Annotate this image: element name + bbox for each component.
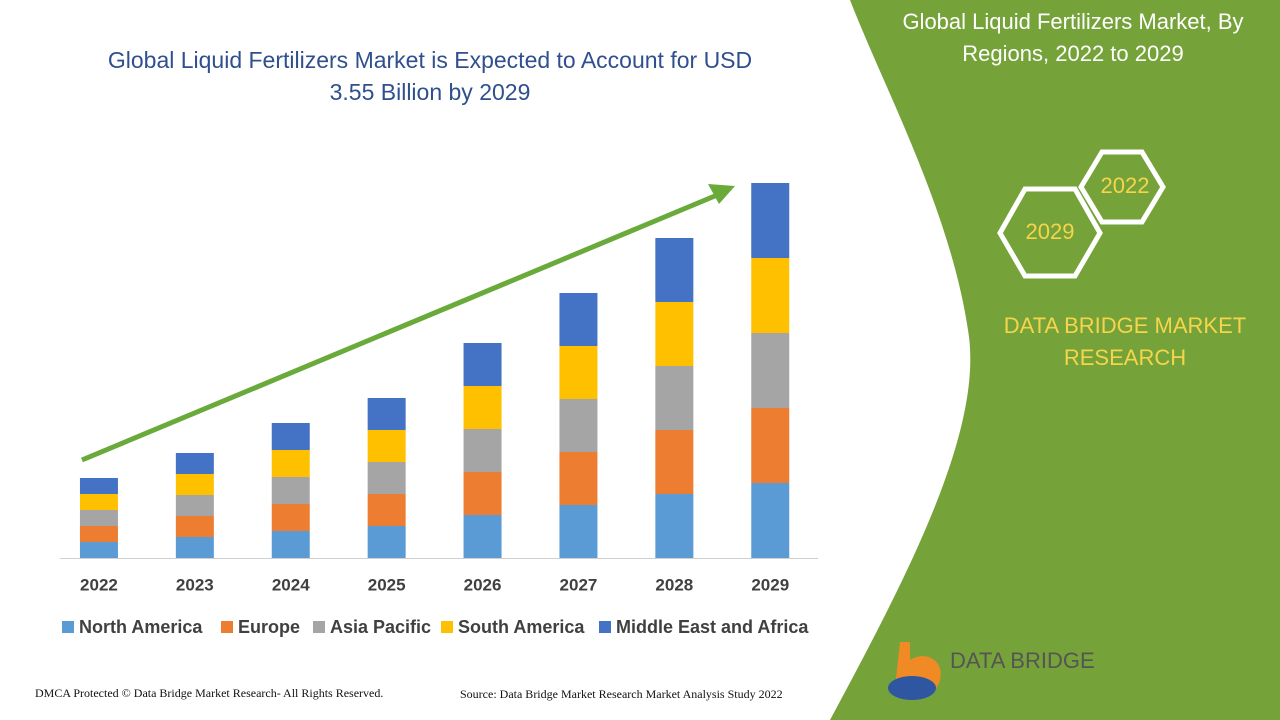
bar-segment [463, 429, 502, 472]
bar-segment [463, 472, 502, 515]
bar-segment [751, 333, 790, 408]
logo-mark [888, 676, 936, 700]
legend-swatch [313, 621, 325, 633]
hexagon [997, 186, 1103, 279]
bar-segment [79, 494, 118, 510]
x-tick-label: 2027 [560, 575, 598, 594]
legend-swatch [599, 621, 611, 633]
bar-segment [175, 474, 214, 495]
x-tick-label: 2029 [751, 575, 789, 594]
legend-label: Europe [238, 617, 300, 637]
bar-segment [271, 504, 310, 531]
bar-segment [367, 398, 406, 430]
bar-segment [559, 399, 598, 452]
bar-segment [751, 183, 790, 258]
logo: DATA BRIDGE [888, 642, 1095, 700]
bar-segment [175, 453, 214, 474]
bar-segment [559, 452, 598, 505]
bar-segment [655, 366, 694, 430]
bar-segment [463, 343, 502, 386]
bar-segment [655, 430, 694, 494]
bar-segment [655, 238, 694, 302]
x-tick-label: 2028 [655, 575, 693, 594]
copyright: DMCA Protected © Data Bridge Market Rese… [35, 686, 383, 700]
bar-segment [271, 423, 310, 450]
bar-segment [367, 494, 406, 526]
legend-swatch [221, 621, 233, 633]
x-tick-label: 2026 [464, 575, 502, 594]
bar-segment [175, 516, 214, 537]
brand: DATA BRIDGE MARKET RESEARCH [1003, 313, 1247, 370]
bar-segment [367, 430, 406, 462]
legend-label: Middle East and Africa [616, 617, 809, 637]
bar-segment [79, 526, 118, 542]
bar-segment [559, 505, 598, 558]
bar-segment [463, 515, 502, 558]
legend-label: South America [458, 617, 585, 637]
bar-segment [463, 386, 502, 429]
legend-label: Asia Pacific [330, 617, 431, 637]
legend-label: North America [79, 617, 203, 637]
source: Source: Data Bridge Market Research Mark… [460, 687, 783, 701]
hexagon [1078, 149, 1166, 225]
bar-segment [79, 542, 118, 558]
bar-segment [175, 537, 214, 558]
bar-segment [367, 526, 406, 558]
bar-segment [655, 494, 694, 558]
legend-swatch [62, 621, 74, 633]
logo-text: DATA BRIDGE [950, 648, 1095, 673]
chart-title: Global Liquid Fertilizers Market is Expe… [107, 47, 753, 105]
bar-segment [79, 478, 118, 494]
bar-segment [751, 408, 790, 483]
bar-segment [271, 450, 310, 477]
hexagon-label: 2022 [1101, 173, 1150, 198]
bar-segment [271, 531, 310, 558]
x-tick-label: 2023 [176, 575, 214, 594]
bar-segment [175, 495, 214, 516]
bar-segment [79, 510, 118, 526]
bar-segment [559, 293, 598, 346]
bar-segment [367, 462, 406, 494]
panel-title: Global Liquid Fertilizers Market, By Reg… [902, 9, 1244, 66]
bar-segment [655, 302, 694, 366]
x-tick-label: 2024 [272, 575, 310, 594]
x-tick-label: 2025 [368, 575, 406, 594]
bar-segment [751, 258, 790, 333]
hexagon-label: 2029 [1026, 219, 1075, 244]
bar-segment [751, 483, 790, 558]
x-tick-label: 2022 [80, 575, 118, 594]
legend-swatch [441, 621, 453, 633]
side-panel [830, 0, 1280, 720]
trend-arrow [81, 190, 723, 463]
bar-segment [559, 346, 598, 399]
bar-segment [271, 477, 310, 504]
trend-arrowhead [708, 184, 735, 204]
